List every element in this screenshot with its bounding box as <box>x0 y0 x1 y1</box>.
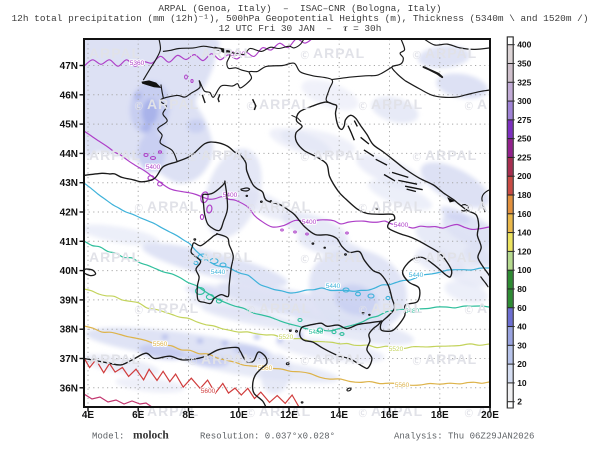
svg-text:Ⓒ ARPAL: Ⓒ ARPAL <box>135 300 199 316</box>
svg-text:80: 80 <box>517 284 527 294</box>
svg-text:100: 100 <box>517 265 531 275</box>
svg-text:2: 2 <box>517 397 522 407</box>
svg-text:Ⓒ ARPAL: Ⓒ ARPAL <box>301 351 365 367</box>
svg-text:12E: 12E <box>280 410 298 421</box>
svg-text:20E: 20E <box>481 410 499 421</box>
svg-text:350: 350 <box>517 58 531 68</box>
svg-text:5560: 5560 <box>395 382 410 389</box>
svg-text:Ⓒ ARPAL: Ⓒ ARPAL <box>301 147 365 163</box>
svg-text:18E: 18E <box>431 410 449 421</box>
svg-text:Ⓒ ARPAL: Ⓒ ARPAL <box>359 198 423 214</box>
svg-text:36N: 36N <box>60 383 78 394</box>
svg-text:300: 300 <box>517 96 531 106</box>
svg-text:Ⓒ ARPAL: Ⓒ ARPAL <box>359 96 423 112</box>
svg-text:325: 325 <box>517 77 531 87</box>
svg-text:Ⓒ ARPAL: Ⓒ ARPAL <box>77 351 141 367</box>
svg-text:16E: 16E <box>381 410 399 421</box>
svg-text:5480: 5480 <box>405 308 420 315</box>
svg-text:140: 140 <box>517 228 531 238</box>
svg-text:6E: 6E <box>132 410 145 421</box>
svg-text:Ⓒ ARPAL: Ⓒ ARPAL <box>413 351 477 367</box>
svg-text:Ⓒ ARPAL: Ⓒ ARPAL <box>23 403 87 419</box>
svg-text:Analysis: Thu 06Z29JAN2026: Analysis: Thu 06Z29JAN2026 <box>394 432 534 442</box>
svg-text:200: 200 <box>517 171 531 181</box>
svg-text:Ⓒ ARPAL: Ⓒ ARPAL <box>359 300 423 316</box>
svg-text:Ⓒ ARPAL: Ⓒ ARPAL <box>77 147 141 163</box>
svg-text:5400: 5400 <box>302 219 317 226</box>
svg-text:10E: 10E <box>230 410 248 421</box>
svg-text:160: 160 <box>517 209 531 219</box>
svg-text:Ⓒ ARPAL: Ⓒ ARPAL <box>413 249 477 265</box>
svg-text:225: 225 <box>517 152 531 162</box>
svg-text:Ⓒ ARPAL: Ⓒ ARPAL <box>189 351 253 367</box>
svg-text:Ⓒ ARPAL: Ⓒ ARPAL <box>247 198 311 214</box>
svg-text:12 UTC Fri 30 JAN – τ = 30h: 12 UTC Fri 30 JAN – τ = 30h <box>219 23 382 34</box>
svg-text:60: 60 <box>517 303 527 313</box>
svg-text:5480: 5480 <box>309 329 324 336</box>
svg-text:Ⓒ ARPAL: Ⓒ ARPAL <box>247 96 311 112</box>
svg-text:5440: 5440 <box>326 283 341 290</box>
svg-text:4E: 4E <box>82 410 95 421</box>
svg-text:5600: 5600 <box>201 388 216 395</box>
svg-text:400: 400 <box>517 40 531 50</box>
svg-text:12h total precipitation (mm (1: 12h total precipitation (mm (12h)⁻¹), 50… <box>12 13 589 24</box>
svg-text:Ⓒ ARPAL: Ⓒ ARPAL <box>23 300 87 316</box>
svg-text:45N: 45N <box>60 120 78 131</box>
svg-text:20: 20 <box>517 359 527 369</box>
svg-text:ARPAL (Genoa, Italy) – ISAC–: ARPAL (Genoa, Italy) – ISAC–CNR (Bologna… <box>158 3 441 14</box>
svg-text:37N: 37N <box>60 354 78 365</box>
svg-text:5560: 5560 <box>153 341 168 348</box>
svg-text:43N: 43N <box>60 178 78 189</box>
svg-text:275: 275 <box>517 115 531 125</box>
svg-text:Ⓒ ARPAL: Ⓒ ARPAL <box>135 198 199 214</box>
svg-text:14E: 14E <box>330 410 348 421</box>
svg-text:5560: 5560 <box>258 365 273 372</box>
svg-text:Model:: Model: <box>92 432 124 442</box>
svg-text:39N: 39N <box>60 295 78 306</box>
svg-text:5360: 5360 <box>130 60 145 67</box>
svg-text:250: 250 <box>517 134 531 144</box>
svg-text:moloch: moloch <box>133 430 169 442</box>
svg-text:5400: 5400 <box>394 222 409 229</box>
svg-text:30: 30 <box>517 340 527 350</box>
svg-text:10: 10 <box>517 378 527 388</box>
svg-text:5440: 5440 <box>409 272 424 279</box>
svg-text:Ⓒ ARPAL: Ⓒ ARPAL <box>77 249 141 265</box>
svg-text:Ⓒ ARPAL: Ⓒ ARPAL <box>23 198 87 214</box>
svg-text:5520: 5520 <box>279 334 294 341</box>
svg-text:40N: 40N <box>60 266 78 277</box>
svg-text:5440: 5440 <box>211 269 226 276</box>
svg-text:47N: 47N <box>60 61 78 72</box>
svg-text:5520: 5520 <box>389 346 404 353</box>
svg-text:8E: 8E <box>182 410 195 421</box>
svg-text:Ⓒ ARPAL: Ⓒ ARPAL <box>301 45 365 61</box>
svg-text:Resolution: 0.037°x0.028°: Resolution: 0.037°x0.028° <box>200 432 335 442</box>
svg-text:Ⓒ ARPAL: Ⓒ ARPAL <box>77 45 141 61</box>
svg-text:Ⓒ ARPAL: Ⓒ ARPAL <box>189 45 253 61</box>
svg-text:Ⓒ ARPAL: Ⓒ ARPAL <box>23 96 87 112</box>
svg-text:Ⓒ ARPAL: Ⓒ ARPAL <box>189 249 253 265</box>
svg-text:41N: 41N <box>60 237 78 248</box>
svg-text:Ⓒ ARPAL: Ⓒ ARPAL <box>189 147 253 163</box>
svg-text:40: 40 <box>517 322 527 332</box>
svg-text:44N: 44N <box>60 149 78 160</box>
svg-text:Ⓒ ARPAL: Ⓒ ARPAL <box>247 300 311 316</box>
svg-text:Ⓒ ARPAL: Ⓒ ARPAL <box>413 45 477 61</box>
svg-text:180: 180 <box>517 190 531 200</box>
svg-text:5400: 5400 <box>146 164 161 171</box>
svg-text:Ⓒ ARPAL: Ⓒ ARPAL <box>301 249 365 265</box>
svg-text:Ⓒ ARPAL: Ⓒ ARPAL <box>413 147 477 163</box>
svg-text:38N: 38N <box>60 325 78 336</box>
svg-text:42N: 42N <box>60 208 78 219</box>
svg-text:5400: 5400 <box>223 192 238 199</box>
svg-text:Ⓒ ARPAL: Ⓒ ARPAL <box>135 96 199 112</box>
svg-text:46N: 46N <box>60 90 78 101</box>
svg-text:120: 120 <box>517 246 531 256</box>
